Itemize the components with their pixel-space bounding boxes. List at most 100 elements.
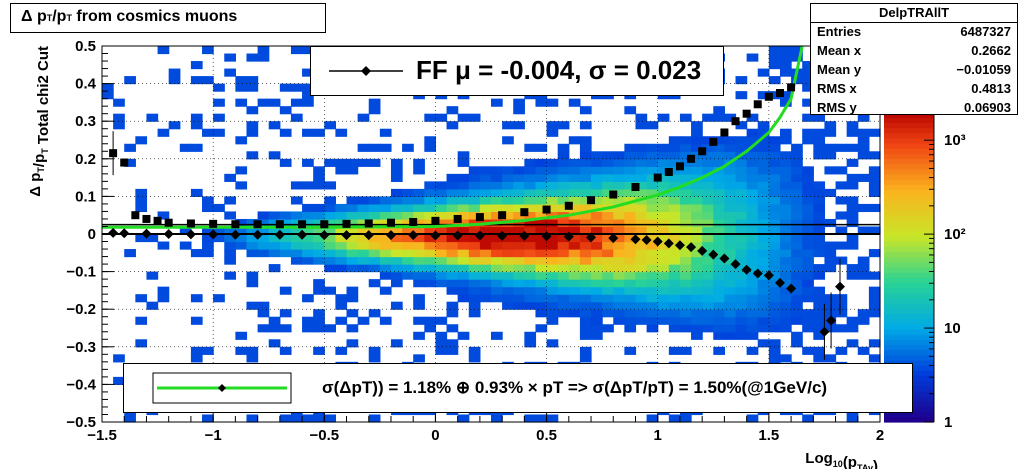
heatmap-cell	[813, 271, 826, 280]
heatmap-cell	[835, 211, 848, 220]
heatmap-cell	[346, 211, 359, 220]
heatmap-cell	[491, 166, 503, 175]
heatmap-cell	[546, 226, 559, 235]
heatmap-cell	[691, 241, 703, 250]
heatmap-cell	[546, 294, 559, 303]
heatmap-cell	[857, 203, 870, 213]
heatmap-cell	[702, 203, 714, 213]
heatmap-cell	[757, 203, 770, 213]
heatmap-cell	[446, 121, 459, 130]
heatmap-cell	[513, 173, 525, 182]
heatmap-cell	[613, 286, 625, 295]
heatmap-cell	[679, 151, 692, 160]
heatmap-cell	[313, 211, 325, 220]
heatmap-cell	[702, 234, 714, 243]
heatmap-cell	[413, 264, 425, 273]
heatmap-cell	[513, 271, 525, 280]
heatmap-cell	[635, 234, 648, 243]
heatmap-cell	[768, 316, 781, 325]
heatmap-cell	[368, 98, 381, 107]
heatmap-cell	[246, 128, 259, 137]
heatmap-cell	[591, 301, 603, 310]
heatmap-cell	[613, 158, 625, 167]
heatmap-cell	[546, 218, 559, 228]
heatmap-cell	[846, 234, 859, 243]
colorbar-band	[884, 298, 934, 304]
heatmap-cell	[802, 98, 814, 107]
heatmap-cell	[735, 226, 748, 235]
heatmap-cell	[768, 354, 781, 363]
heatmap-cell	[335, 316, 348, 325]
heatmap-cell	[402, 249, 414, 258]
heatmap-cell	[213, 113, 225, 122]
heatmap-cell	[213, 234, 225, 243]
colorbar-band	[884, 344, 934, 351]
heatmap-cell	[846, 196, 859, 205]
heatmap-cell	[724, 309, 737, 318]
heatmap-cell	[824, 128, 837, 137]
heatmap-cell	[768, 286, 781, 295]
heatmap-cell	[568, 136, 581, 145]
heatmap-cell	[868, 226, 881, 235]
colorbar-band	[884, 215, 934, 222]
heatmap-cell	[390, 249, 403, 258]
heatmap-cell	[846, 324, 859, 333]
sigma-point	[342, 219, 351, 228]
heatmap-cell	[102, 83, 114, 92]
heatmap-cell	[457, 331, 470, 340]
heatmap-cell	[302, 294, 314, 303]
heatmap-cell	[513, 211, 525, 220]
sigma-point	[320, 220, 329, 229]
heatmap-cell	[691, 143, 703, 152]
heatmap-cell	[646, 121, 659, 130]
heatmap-cell	[213, 128, 225, 137]
heatmap-cell	[646, 249, 659, 258]
heatmap-cell	[835, 324, 848, 333]
heatmap-cell	[379, 234, 392, 243]
heatmap-cell	[635, 256, 648, 265]
mean-point	[819, 326, 830, 337]
heatmap-cell	[457, 271, 470, 280]
mean-point	[408, 230, 419, 241]
heatmap-cell	[579, 271, 592, 280]
heatmap-cell	[568, 226, 581, 235]
heatmap-cell	[679, 279, 692, 288]
heatmap-cell	[779, 301, 792, 310]
heatmap-cell	[568, 181, 581, 190]
colorbar-band	[884, 308, 934, 315]
heatmap-cell	[124, 143, 136, 152]
heatmap-cell	[757, 188, 770, 197]
heatmap-cell	[613, 226, 625, 235]
heatmap-cell	[579, 136, 592, 145]
heatmap-cell	[257, 324, 270, 333]
heatmap-cell	[224, 256, 236, 265]
heatmap-cell	[479, 271, 492, 280]
colorbar-band	[884, 360, 934, 366]
heatmap-cell	[135, 203, 148, 213]
heatmap-cell	[468, 234, 481, 243]
heatmap-cell	[202, 241, 214, 250]
heatmap-cell	[491, 264, 503, 273]
heatmap-cell	[446, 339, 459, 348]
heatmap-cell	[279, 324, 292, 333]
heatmap-cell	[746, 226, 759, 235]
heatmap-cell	[346, 158, 359, 167]
heatmap-cell	[413, 316, 425, 325]
mean-point	[141, 228, 152, 239]
x-tick-label: −1.5	[87, 427, 117, 444]
heatmap-cell	[502, 226, 514, 235]
heatmap-cell	[491, 181, 503, 190]
heatmap-cell	[146, 301, 159, 310]
heatmap-cell	[235, 234, 248, 243]
heatmap-cell	[779, 211, 792, 220]
heatmap-cell	[546, 241, 559, 250]
heatmap-cell	[524, 203, 537, 213]
heatmap-cell	[857, 151, 870, 160]
heatmap-cell	[613, 188, 625, 197]
heatmap-cell	[546, 256, 559, 265]
heatmap-cell	[324, 158, 336, 167]
mean-point	[719, 253, 730, 264]
heatmap-cell	[368, 211, 381, 220]
heatmap-cell	[757, 249, 770, 258]
heatmap-cell	[679, 196, 692, 205]
